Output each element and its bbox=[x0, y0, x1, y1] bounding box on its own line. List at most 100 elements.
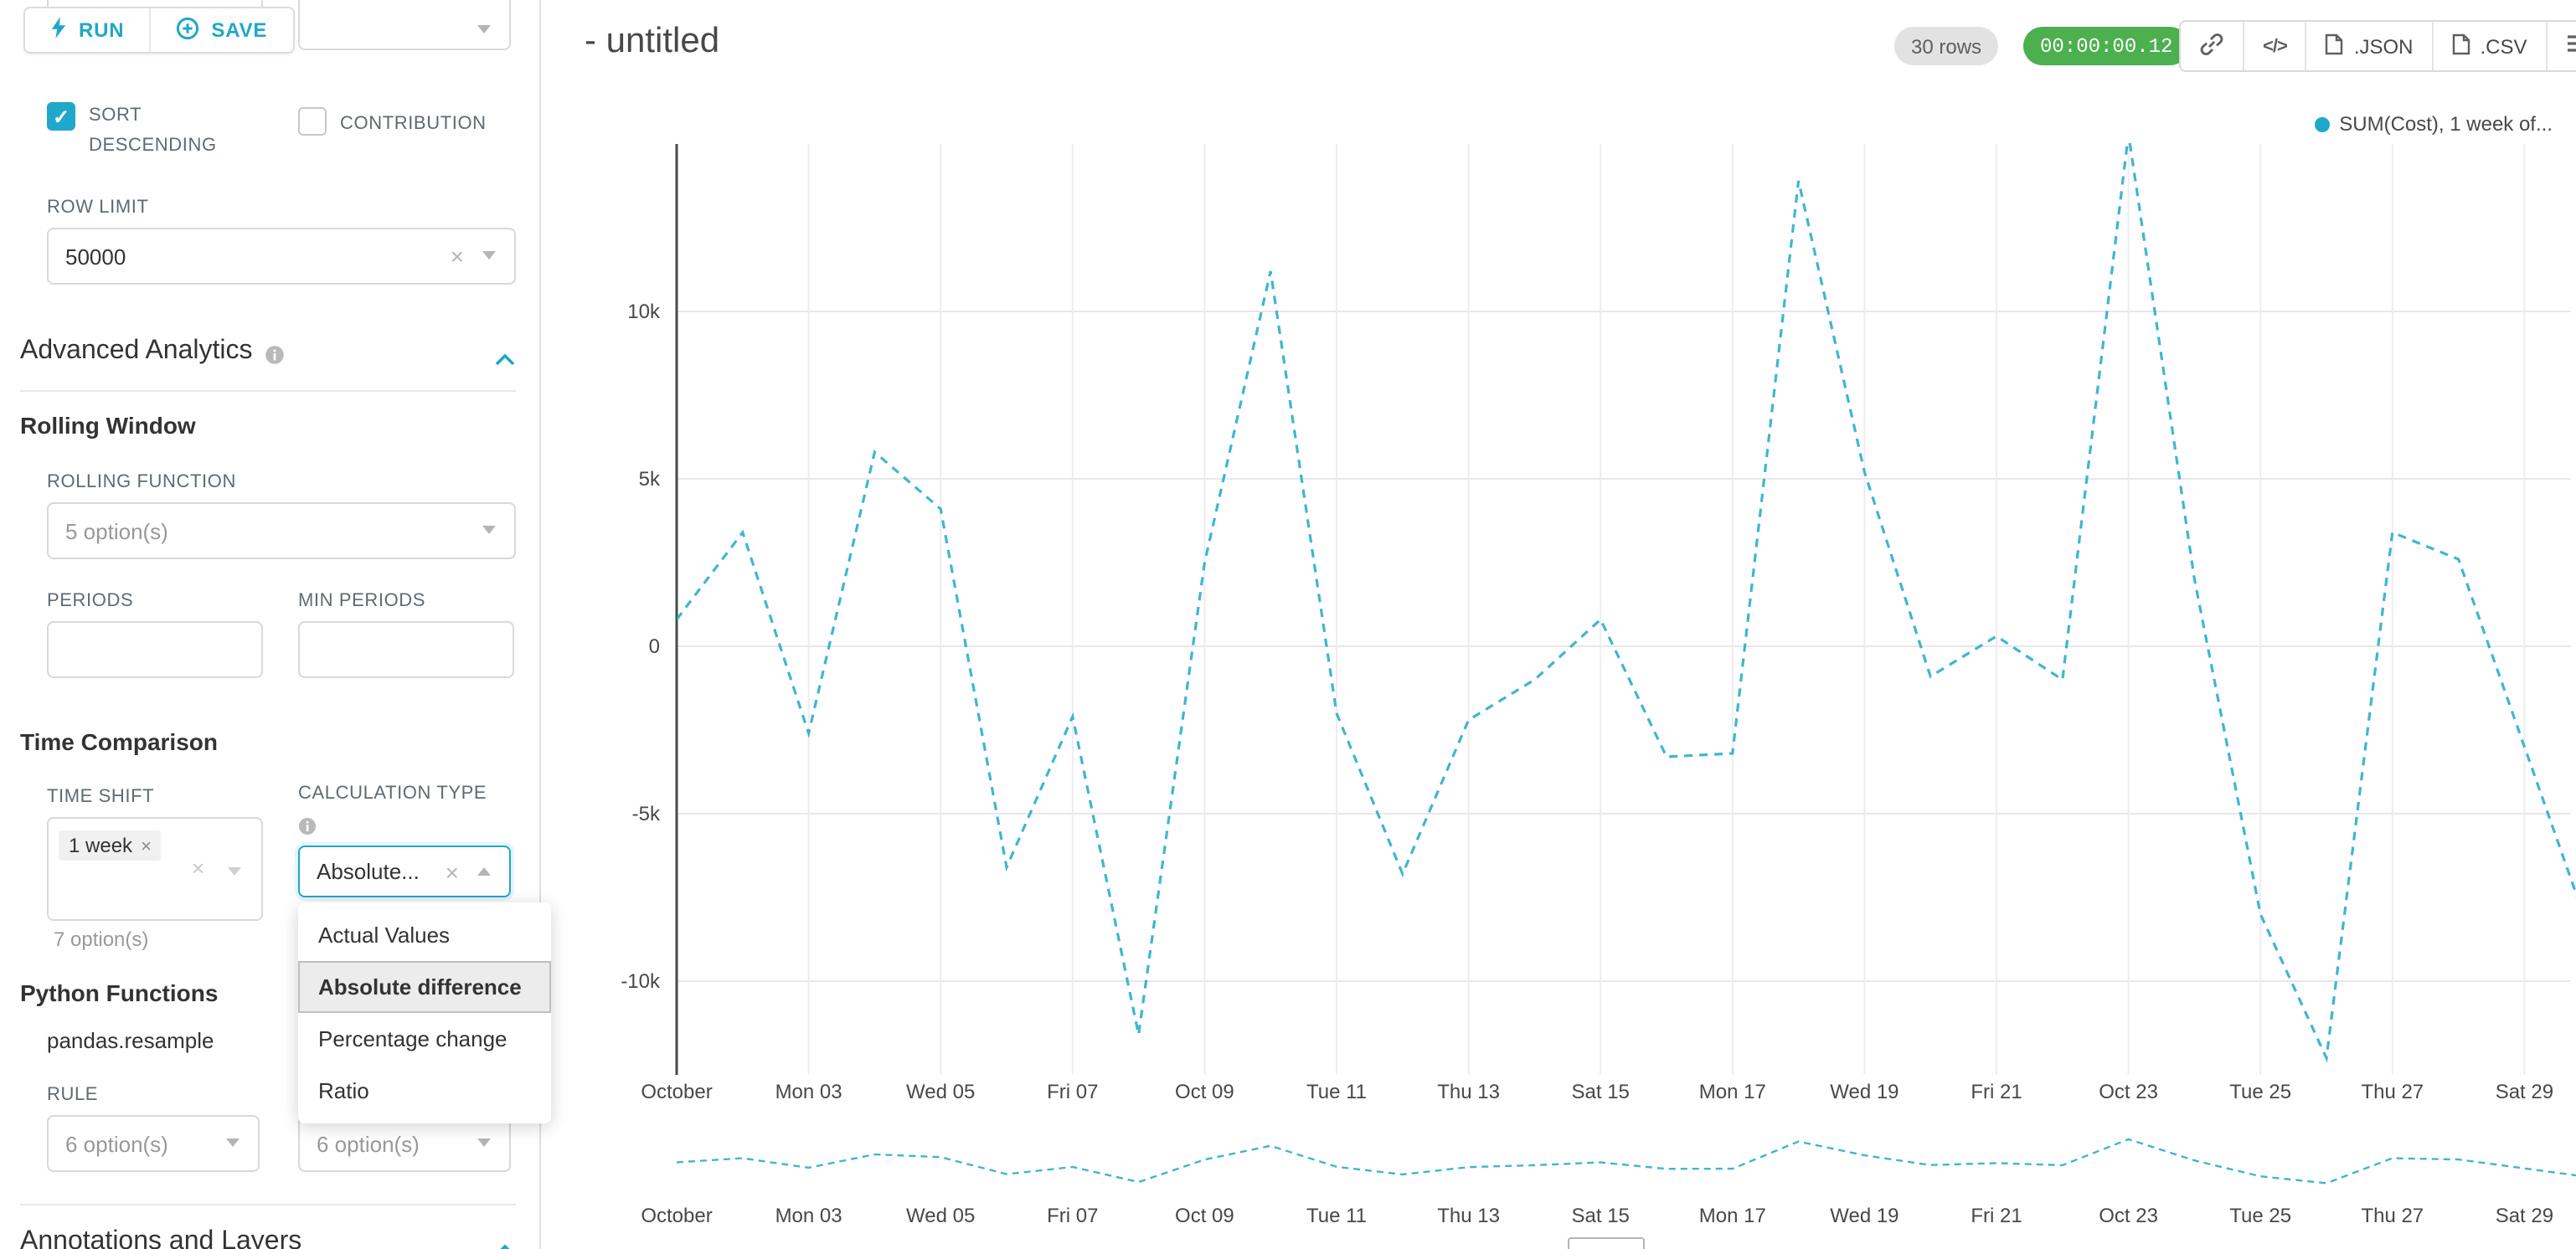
svg-text:October: October bbox=[641, 1081, 712, 1103]
run-button[interactable]: RUN bbox=[25, 8, 149, 52]
menu-item-percentage-change[interactable]: Percentage change bbox=[318, 1026, 507, 1051]
link-icon bbox=[2199, 31, 2224, 61]
svg-text:Tue 11: Tue 11 bbox=[1306, 1081, 1367, 1103]
save-button-label: SAVE bbox=[211, 18, 268, 42]
chart-actions-toolbar: </> .JSON .CSV bbox=[2179, 20, 2576, 72]
rolling-function-select[interactable]: 5 option(s) bbox=[47, 502, 516, 559]
method-placeholder: 6 option(s) bbox=[317, 1131, 420, 1156]
svg-text:Thu 13: Thu 13 bbox=[1437, 1081, 1500, 1103]
menu-item-actual-values[interactable]: Actual Values bbox=[318, 923, 451, 948]
run-button-label: RUN bbox=[79, 18, 125, 42]
annotations-header[interactable]: Annotations and Layers bbox=[20, 1227, 516, 1249]
chart-title[interactable]: - untitled bbox=[585, 22, 720, 60]
chart-legend[interactable]: SUM(Cost), 1 week of... bbox=[2314, 112, 2553, 136]
calculation-type-menu: Actual Values Absolute difference Percen… bbox=[298, 902, 551, 1123]
caret-down-icon bbox=[476, 1138, 492, 1149]
sort-descending-checkbox[interactable] bbox=[47, 102, 75, 131]
info-icon bbox=[265, 343, 285, 373]
clear-icon[interactable] bbox=[451, 241, 464, 271]
row-limit-select[interactable]: 50000 bbox=[47, 228, 516, 285]
svg-text:Mon 17: Mon 17 bbox=[1699, 1205, 1766, 1227]
min-periods-input[interactable] bbox=[298, 621, 514, 678]
query-timer-badge: 00:00:00.12 bbox=[2023, 27, 2190, 65]
contribution-checkbox[interactable] bbox=[298, 107, 327, 136]
control-panel: option(s) RUN SAVE SORT DESCE bbox=[0, 0, 551, 1249]
menu-item-absolute-difference[interactable]: Absolute difference bbox=[298, 961, 551, 1013]
svg-text:Fri 07: Fri 07 bbox=[1047, 1081, 1098, 1103]
download-csv-button[interactable]: .CSV bbox=[2431, 22, 2546, 70]
mini-preview-chart[interactable]: October Mon 03 Wed 05 Fri 07 Oct 09 Tue 11 Thu… bbox=[553, 1115, 2576, 1249]
svg-text:0: 0 bbox=[649, 635, 660, 658]
annotations-title: Annotations and Layers bbox=[20, 1227, 302, 1249]
svg-text:Sat 29: Sat 29 bbox=[2496, 1205, 2553, 1227]
svg-text:Tue 25: Tue 25 bbox=[2229, 1081, 2291, 1103]
caret-down-icon bbox=[481, 251, 497, 261]
clear-icon[interactable] bbox=[192, 856, 204, 881]
svg-text:5k: 5k bbox=[639, 468, 661, 491]
caret-down-icon bbox=[224, 1138, 241, 1149]
remove-tag-icon[interactable] bbox=[141, 834, 152, 857]
rule-select[interactable]: 6 option(s) bbox=[47, 1115, 260, 1172]
periods-input[interactable] bbox=[47, 621, 263, 678]
svg-text:Thu 27: Thu 27 bbox=[2361, 1081, 2424, 1103]
legend-label: SUM(Cost), 1 week of... bbox=[2339, 112, 2553, 136]
time-comparison-title: Time Comparison bbox=[20, 728, 218, 755]
save-button[interactable]: SAVE bbox=[149, 8, 292, 52]
zoom-handle-label[interactable] bbox=[1568, 1237, 1645, 1249]
svg-text:Tue 25: Tue 25 bbox=[2229, 1205, 2291, 1227]
more-options-button[interactable] bbox=[2545, 22, 2576, 70]
section-divider bbox=[20, 1204, 516, 1205]
svg-text:Sat 15: Sat 15 bbox=[1572, 1081, 1630, 1103]
sort-descending-label: SORT DESCENDING bbox=[89, 105, 217, 156]
run-save-toolbar: RUN SAVE bbox=[23, 7, 295, 54]
pandas-resample-label: pandas.resample bbox=[47, 1028, 214, 1053]
calculation-type-label: CALCULATION TYPE bbox=[298, 784, 487, 804]
chevron-up-icon[interactable] bbox=[494, 345, 516, 375]
svg-text:October: October bbox=[641, 1205, 712, 1227]
row-count-badge: 30 rows bbox=[1894, 27, 1999, 65]
method-select[interactable]: 6 option(s) bbox=[298, 1115, 511, 1172]
plus-circle-icon bbox=[176, 16, 199, 44]
svg-text:Wed 05: Wed 05 bbox=[906, 1205, 975, 1227]
copy-link-button[interactable] bbox=[2181, 22, 2243, 70]
svg-text:Mon 17: Mon 17 bbox=[1699, 1081, 1766, 1103]
view-query-button[interactable]: </> bbox=[2243, 22, 2306, 70]
caret-down-icon bbox=[226, 867, 243, 877]
main-line-chart[interactable]: 10k 5k 0 -5k -10k October Mon 03 Wed 05 Fri 07 Oc… bbox=[553, 100, 2576, 1112]
svg-text:Wed 19: Wed 19 bbox=[1830, 1081, 1899, 1103]
svg-text:Fri 21: Fri 21 bbox=[1971, 1081, 2022, 1103]
partial-select-right[interactable] bbox=[298, 0, 511, 50]
time-shift-helper: 7 option(s) bbox=[54, 928, 149, 951]
svg-text:Mon 03: Mon 03 bbox=[775, 1081, 842, 1103]
svg-text:-5k: -5k bbox=[632, 803, 661, 825]
rolling-window-title: Rolling Window bbox=[20, 412, 196, 439]
svg-text:Fri 07: Fri 07 bbox=[1047, 1205, 1098, 1227]
row-limit-value: 50000 bbox=[65, 244, 126, 269]
calculation-type-select[interactable]: Absolute... bbox=[298, 846, 511, 897]
calculation-type-value: Absolute... bbox=[317, 859, 420, 884]
rolling-function-label: ROLLING FUNCTION bbox=[47, 472, 236, 492]
download-json-button[interactable]: .JSON bbox=[2305, 22, 2432, 70]
svg-text:Thu 13: Thu 13 bbox=[1437, 1205, 1500, 1227]
svg-text:Sat 15: Sat 15 bbox=[1572, 1205, 1630, 1227]
advanced-analytics-header[interactable]: Advanced Analytics bbox=[20, 337, 516, 392]
time-shift-tag[interactable]: 1 week bbox=[59, 830, 162, 861]
svg-text:Oct 23: Oct 23 bbox=[2099, 1205, 2158, 1227]
caret-up-icon bbox=[476, 866, 492, 876]
menu-item-ratio[interactable]: Ratio bbox=[318, 1078, 369, 1103]
time-shift-select[interactable]: 1 week bbox=[47, 817, 263, 921]
svg-text:Tue 11: Tue 11 bbox=[1306, 1205, 1367, 1227]
rule-label: RULE bbox=[47, 1085, 99, 1105]
file-icon bbox=[2452, 33, 2470, 59]
row-limit-label: ROW LIMIT bbox=[47, 198, 149, 218]
chevron-up-icon[interactable] bbox=[494, 1236, 516, 1249]
svg-text:10k: 10k bbox=[627, 301, 661, 323]
advanced-analytics-title: Advanced Analytics bbox=[20, 337, 253, 365]
csv-button-label: .CSV bbox=[2480, 34, 2527, 58]
time-shift-tag-label: 1 week bbox=[69, 834, 133, 857]
svg-text:Fri 21: Fri 21 bbox=[1971, 1205, 2022, 1227]
clear-icon[interactable] bbox=[446, 856, 459, 887]
caret-down-icon bbox=[476, 25, 492, 35]
svg-text:Oct 09: Oct 09 bbox=[1175, 1205, 1234, 1227]
